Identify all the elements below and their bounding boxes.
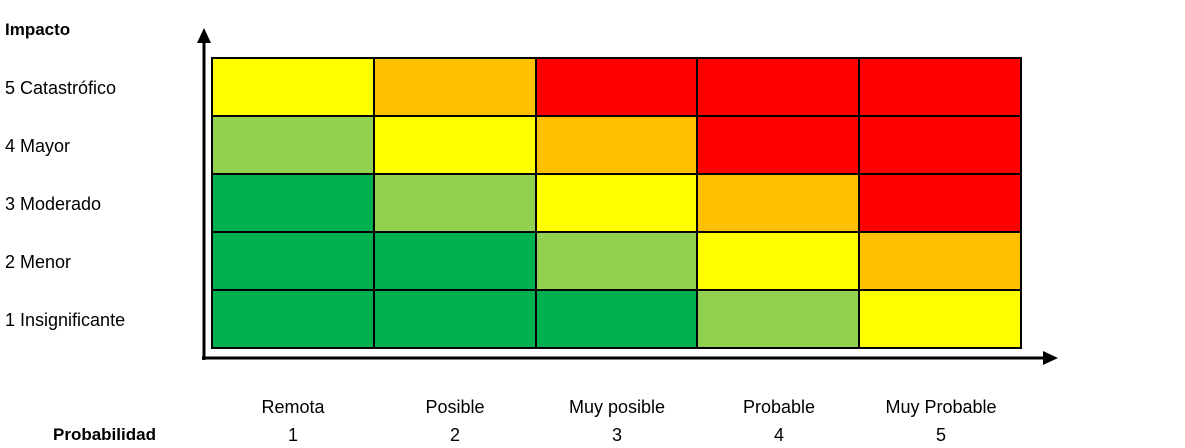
probability-label-2: Posible [425, 397, 485, 417]
impact-level-3: 3 Moderado [5, 194, 102, 214]
matrix-cell-impact-3-prob-2 [373, 174, 536, 232]
matrix-cell-impact-3-prob-4 [697, 174, 860, 232]
matrix-cell-impact-4-prob-2 [373, 116, 536, 174]
matrix-cell-impact-1-prob-1 [212, 290, 374, 348]
matrix-cell-impact-4-prob-5 [859, 116, 1021, 174]
probability-number-2: 2 [449, 425, 460, 445]
probability-label-1: Remota [261, 397, 325, 417]
matrix-cell-impact-2-prob-3 [535, 232, 698, 290]
matrix-cell-impact-4-prob-4 [697, 116, 860, 174]
matrix-cell-impact-3-prob-5 [859, 174, 1021, 232]
matrix-cell-impact-5-prob-4 [697, 58, 860, 116]
matrix-cell-impact-5-prob-1 [212, 58, 374, 116]
probability-axis-title: Probabilidad [53, 425, 156, 444]
matrix-cell-impact-1-prob-2 [373, 290, 536, 348]
matrix-cell-impact-4-prob-1 [212, 116, 374, 174]
probability-number-4: 4 [773, 425, 784, 445]
matrix-cell-impact-3-prob-3 [535, 174, 698, 232]
impact-level-5: 5 Catastrófico [5, 78, 117, 98]
risk-matrix [211, 57, 1022, 349]
probability-label-3: Muy posible [568, 397, 666, 417]
matrix-cell-impact-1-prob-3 [535, 290, 698, 348]
matrix-cell-impact-5-prob-3 [535, 58, 698, 116]
matrix-cell-impact-5-prob-5 [859, 58, 1021, 116]
matrix-cell-impact-2-prob-4 [697, 232, 860, 290]
vertical-axis-arrowhead [197, 28, 211, 43]
matrix-cell-impact-2-prob-2 [373, 232, 536, 290]
probability-number-1: 1 [287, 425, 298, 445]
impact-level-2: 2 Menor [5, 252, 72, 272]
matrix-cell-impact-1-prob-4 [697, 290, 860, 348]
matrix-cell-impact-1-prob-5 [859, 290, 1021, 348]
impact-axis-title: Impacto [5, 20, 71, 39]
horizontal-axis-arrowhead [1043, 351, 1058, 365]
probability-label-4: Probable [742, 397, 816, 417]
matrix-cell-impact-3-prob-1 [212, 174, 374, 232]
impact-level-1: 1 Insignificante [5, 310, 126, 330]
probability-label-5: Muy Probable [885, 397, 997, 417]
impact-level-4: 4 Mayor [5, 136, 71, 156]
matrix-cell-impact-5-prob-2 [373, 58, 536, 116]
probability-number-3: 3 [611, 425, 622, 445]
probability-number-5: 5 [935, 425, 946, 445]
matrix-cell-impact-2-prob-1 [212, 232, 374, 290]
matrix-cell-impact-4-prob-3 [535, 116, 698, 174]
matrix-cell-impact-2-prob-5 [859, 232, 1021, 290]
